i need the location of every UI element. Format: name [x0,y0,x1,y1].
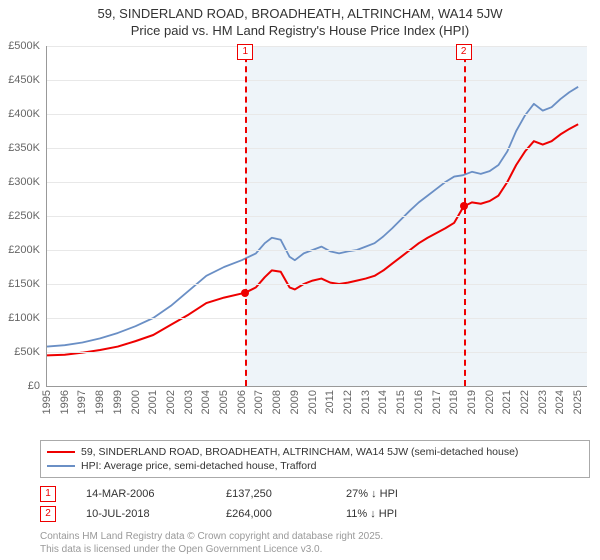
y-axis-label: £150K [0,278,40,290]
legend-row-hpi: HPI: Average price, semi-detached house,… [47,459,583,473]
sales-table: 1 14-MAR-2006 £137,250 27% ↓ HPI 2 10-JU… [40,484,590,524]
x-axis-label: 2019 [466,390,478,414]
legend-row-property: 59, SINDERLAND ROAD, BROADHEATH, ALTRINC… [47,445,583,459]
x-axis-label: 2020 [484,390,496,414]
plot-region: 1995199619971998199920002001200220032004… [46,46,587,387]
gridline [47,80,587,81]
x-axis-label: 2010 [307,390,319,414]
sale-price-2: £264,000 [226,508,316,520]
x-axis-label: 2024 [554,390,566,414]
x-axis-label: 2022 [519,390,531,414]
x-axis-label: 2007 [253,390,265,414]
gridline [47,182,587,183]
y-axis-label: £300K [0,176,40,188]
x-axis-label: 2004 [200,390,212,414]
legend-label-hpi: HPI: Average price, semi-detached house,… [81,460,316,472]
legend-box: 59, SINDERLAND ROAD, BROADHEATH, ALTRINC… [40,440,590,478]
legend-label-property: 59, SINDERLAND ROAD, BROADHEATH, ALTRINC… [81,446,518,458]
x-axis-label: 2008 [271,390,283,414]
gridline [47,284,587,285]
y-axis-label: £350K [0,142,40,154]
sale-diff-1: 27% ↓ HPI [346,488,436,500]
sale-price-1: £137,250 [226,488,316,500]
gridline [47,318,587,319]
x-axis-label: 2006 [236,390,248,414]
x-axis-label: 2025 [572,390,584,414]
gridline [47,114,587,115]
x-axis-label: 2014 [377,390,389,414]
x-axis-label: 1997 [76,390,88,414]
sale-date-1: 14-MAR-2006 [86,488,196,500]
legend-swatch-hpi [47,465,75,467]
gridline [47,250,587,251]
x-axis-label: 2012 [342,390,354,414]
x-axis-label: 2002 [165,390,177,414]
sale-row-2: 2 10-JUL-2018 £264,000 11% ↓ HPI [40,504,590,524]
footnote-line1: Contains HM Land Registry data © Crown c… [40,530,590,543]
y-axis-label: £200K [0,244,40,256]
y-axis-label: £400K [0,108,40,120]
y-axis-label: £250K [0,210,40,222]
footnote-line2: This data is licensed under the Open Gov… [40,543,590,556]
chart-area: 1995199619971998199920002001200220032004… [46,46,586,406]
sale-date-2: 10-JUL-2018 [86,508,196,520]
x-axis-label: 2009 [289,390,301,414]
gridline [47,352,587,353]
x-axis-label: 2011 [324,390,336,414]
y-axis-label: £100K [0,312,40,324]
x-axis-label: 1999 [112,390,124,414]
title-address: 59, SINDERLAND ROAD, BROADHEATH, ALTRINC… [0,6,600,21]
gridline [47,46,587,47]
gridline [47,148,587,149]
x-axis-label: 2005 [218,390,230,414]
sale-marker-line [464,46,466,386]
x-axis-label: 1996 [59,390,71,414]
y-axis-label: £0 [0,380,40,392]
x-axis-label: 2016 [413,390,425,414]
x-axis-label: 2000 [130,390,142,414]
sale-badge-1: 1 [40,486,56,502]
y-axis-label: £500K [0,40,40,52]
sale-row-1: 1 14-MAR-2006 £137,250 27% ↓ HPI [40,484,590,504]
x-axis-label: 2021 [501,390,513,414]
x-axis-label: 2015 [395,390,407,414]
sale-point-marker [241,289,249,297]
x-axis-label: 2001 [147,390,159,414]
x-axis-label: 1998 [94,390,106,414]
sale-point-marker [460,202,468,210]
x-axis-label: 1995 [41,390,53,414]
x-axis-label: 2003 [183,390,195,414]
x-axis-label: 2023 [537,390,549,414]
footnote: Contains HM Land Registry data © Crown c… [40,530,590,556]
x-axis-label: 2013 [360,390,372,414]
sale-marker-line [245,46,247,386]
sale-badge-2: 2 [40,506,56,522]
sale-marker-badge: 2 [456,44,472,60]
y-axis-label: £450K [0,74,40,86]
x-axis-label: 2017 [431,390,443,414]
y-axis-label: £50K [0,346,40,358]
x-axis-label: 2018 [448,390,460,414]
sale-marker-badge: 1 [237,44,253,60]
chart-title-block: 59, SINDERLAND ROAD, BROADHEATH, ALTRINC… [0,0,600,38]
gridline [47,216,587,217]
legend-swatch-property [47,451,75,453]
sale-diff-2: 11% ↓ HPI [346,508,436,520]
title-subtitle: Price paid vs. HM Land Registry's House … [0,23,600,38]
